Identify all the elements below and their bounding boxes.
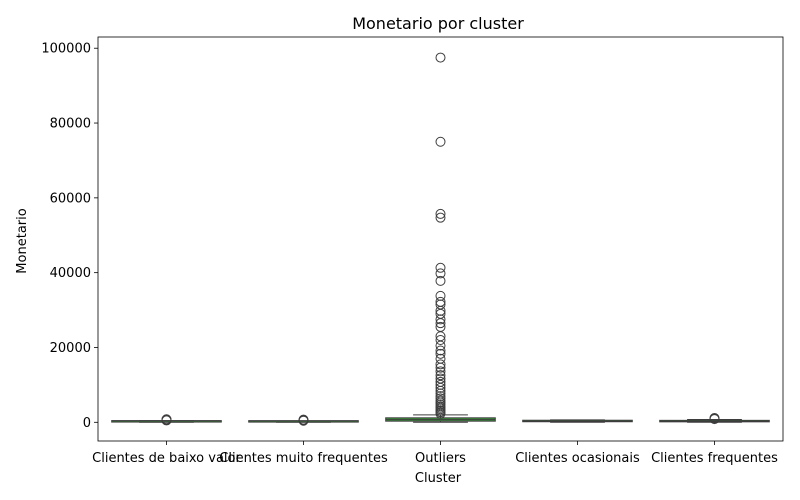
outlier-point [435, 136, 446, 147]
outlier-point [435, 373, 446, 384]
outlier-point [435, 321, 446, 332]
chart-title: Monetario por cluster [352, 14, 524, 33]
outlier-point [435, 391, 446, 402]
outlier-point [435, 366, 446, 377]
y-tick-label: 40000 [50, 266, 91, 281]
y-tick-label: 80000 [50, 117, 91, 132]
x-tick-label: Outliers [415, 451, 466, 466]
x-tick-label: Clientes ocasionais [515, 451, 640, 466]
x-tick-label: Clientes frequentes [651, 451, 778, 466]
outlier-point [435, 376, 446, 387]
outlier-point [435, 52, 446, 63]
outlier-point [435, 290, 446, 301]
outlier-point [435, 348, 446, 359]
outlier-point [435, 335, 446, 345]
outlier-point [435, 379, 446, 390]
y-tick-label: 100000 [41, 42, 91, 57]
outlier-point [435, 370, 446, 381]
x-tick-label: Clientes muito frequentes [219, 451, 388, 466]
outlier-point [435, 262, 446, 273]
y-axis-label: Monetario [15, 208, 30, 273]
outlier-point [435, 395, 446, 406]
y-tick-label: 0 [83, 416, 91, 431]
outlier-point [709, 412, 720, 423]
outlier-point [435, 345, 446, 356]
outlier-point [435, 296, 446, 307]
outlier-point [435, 353, 446, 364]
outlier-point [435, 359, 446, 370]
outlier-point [435, 393, 446, 404]
outlier-point [435, 208, 446, 219]
outlier-point [435, 268, 446, 279]
x-tick-label: Clientes de baixo valor [92, 451, 241, 466]
y-tick-label: 60000 [50, 191, 91, 206]
outlier-point [298, 414, 309, 425]
outlier-point [435, 212, 446, 223]
x-axis-label: Cluster [415, 471, 462, 486]
outlier-point [435, 275, 446, 286]
plot-area: 0 20000 40000 60000 80000 100000 Clientes de b… [41, 36, 784, 466]
y-tick-label: 20000 [50, 341, 91, 356]
outlier-point [161, 414, 172, 425]
